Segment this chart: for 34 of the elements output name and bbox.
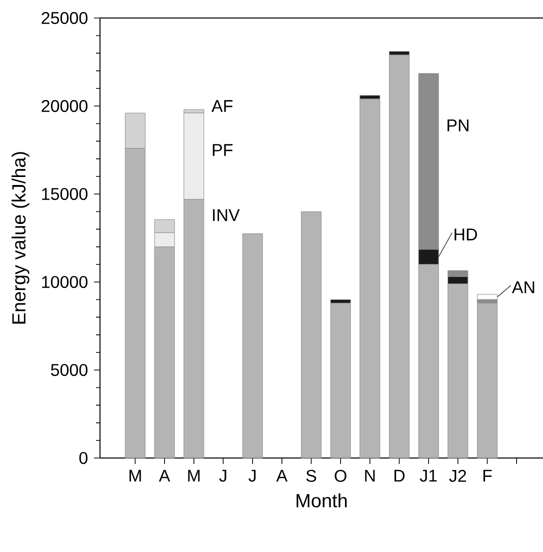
y-tick-label: 5000 (50, 364, 88, 376)
series-label: PF (212, 144, 233, 156)
bar (330, 302, 351, 458)
x-tick-label: J2 (449, 470, 466, 482)
x-tick-label: M (188, 470, 200, 482)
series-label: HD (454, 228, 477, 240)
x-tick-label: J (219, 470, 226, 482)
y-axis-title: Energy value (kJ/ha) (12, 152, 30, 324)
series-label: AF (212, 100, 233, 112)
bar (388, 54, 410, 458)
y-tick-label: 25000 (42, 12, 88, 24)
x-tick-label: M (130, 470, 141, 482)
bar (477, 302, 498, 458)
y-tick-label: 0 (79, 452, 88, 464)
series-label: AN (512, 281, 534, 294)
bar (477, 294, 498, 300)
x-tick-label: J1 (420, 470, 437, 482)
series-label: PN (448, 120, 468, 132)
x-tick-label: S (306, 470, 316, 482)
x-tick-label: A (158, 470, 170, 482)
bar (300, 211, 322, 458)
series-label: INV (213, 209, 240, 221)
x-tick-label: J (248, 470, 256, 482)
y-tick-label: 15000 (42, 188, 88, 200)
bar (360, 98, 380, 458)
x-axis-title: Month (296, 493, 347, 508)
y-tick-label: 20000 (42, 100, 88, 112)
x-tick-label: A (276, 470, 288, 482)
bar (242, 233, 263, 458)
y-tick-label: 10000 (42, 276, 88, 288)
x-tick-label: D (394, 470, 405, 482)
x-tick-label: N (365, 470, 375, 482)
x-tick-label: F (483, 470, 492, 482)
x-tick-label: O (334, 470, 346, 482)
